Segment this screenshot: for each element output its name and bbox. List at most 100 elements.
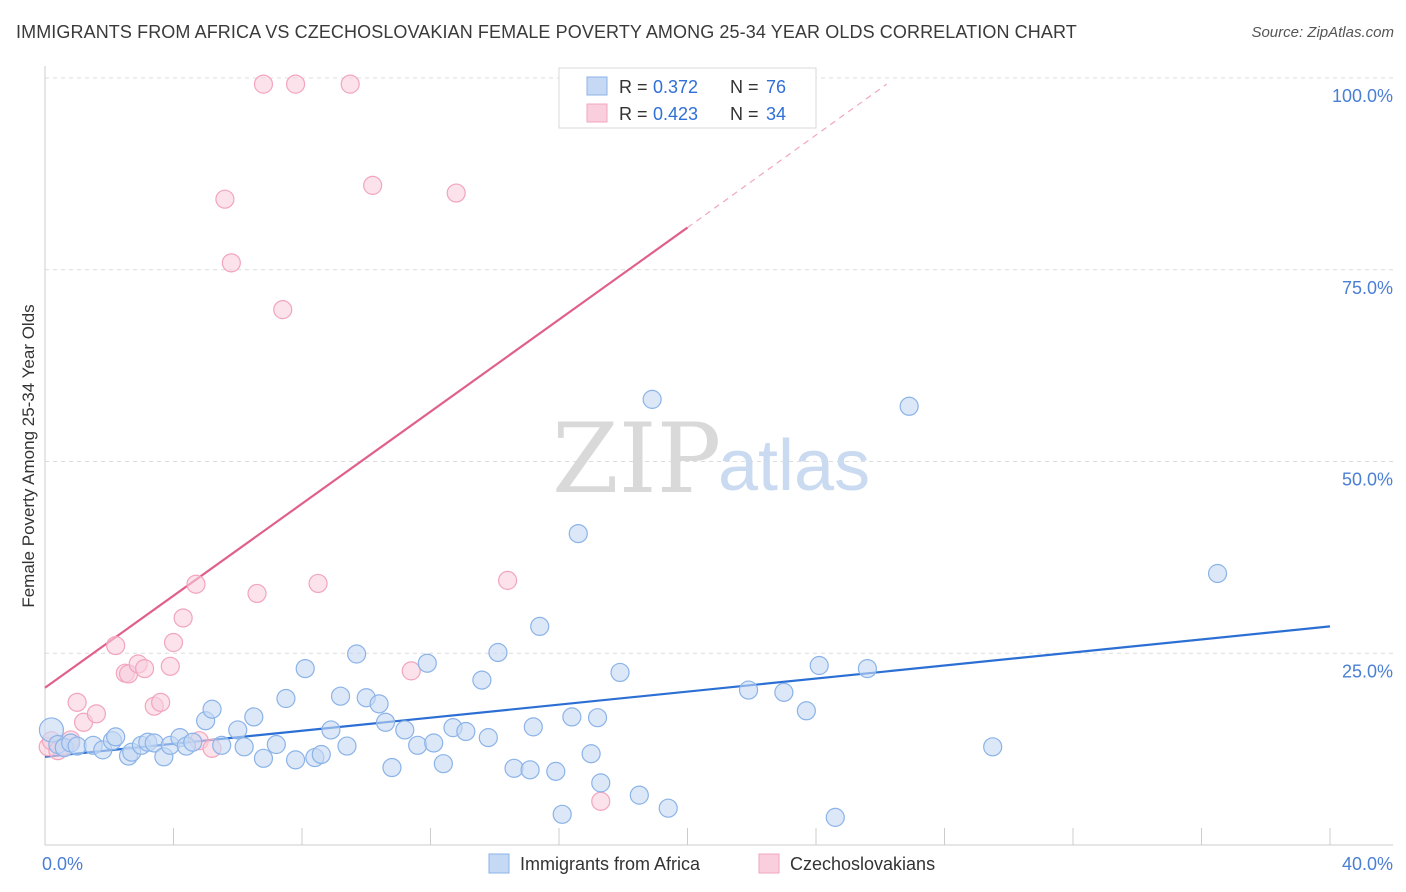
trend-line-czech xyxy=(44,226,689,689)
africa-point-47 xyxy=(472,670,492,690)
africa-point-66 xyxy=(774,682,794,702)
africa-point-39 xyxy=(382,757,402,778)
czech-point-5 xyxy=(67,692,87,712)
czech-point-16 xyxy=(163,632,184,653)
africa-point-26 xyxy=(266,734,286,755)
africa-point-70 xyxy=(857,658,878,679)
africa-point-64 xyxy=(658,798,678,818)
chart-title: IMMIGRANTS FROM AFRICA VS CZECHOSLOVAKIA… xyxy=(16,22,1077,42)
czech-point-33 xyxy=(591,791,611,811)
stats-n-value-africa: 76 xyxy=(766,77,786,97)
africa-point-43 xyxy=(424,733,444,753)
y-tick-label-0: 25.0% xyxy=(1342,661,1393,681)
trend-lines xyxy=(44,83,1331,758)
x-tick-labels: 0.0% 40.0% xyxy=(42,854,1393,874)
czech-point-8 xyxy=(106,635,126,656)
africa-point-34 xyxy=(337,736,357,756)
africa-point-59 xyxy=(587,708,608,728)
africa-point-60 xyxy=(591,773,611,793)
legend-label-czech: Czechoslovakians xyxy=(790,854,935,874)
africa-point-32 xyxy=(321,720,341,740)
czech-point-28 xyxy=(340,74,360,94)
czech-point-30 xyxy=(401,661,421,681)
czech-point-17 xyxy=(173,608,193,628)
stats-n-label-africa: N = xyxy=(730,77,759,97)
africa-point-52 xyxy=(523,717,543,737)
stats-r-label-czech: R = xyxy=(619,104,648,124)
stats-n-value-czech: 34 xyxy=(766,104,786,124)
africa-point-41 xyxy=(408,735,428,755)
africa-point-23 xyxy=(234,737,254,757)
stats-legend-box: R = 0.372 N = 76 R = 0.423 N = 34 xyxy=(558,67,817,129)
czech-point-23 xyxy=(247,583,267,604)
africa-point-57 xyxy=(568,523,588,544)
africa-point-56 xyxy=(562,707,582,727)
africa-point-21 xyxy=(212,735,232,755)
czech-point-7 xyxy=(86,704,107,724)
africa-point-25 xyxy=(253,748,274,768)
africa-point-35 xyxy=(347,644,367,664)
y-tick-labels: 25.0% 50.0% 75.0% 100.0% xyxy=(1332,86,1393,681)
africa-point-61 xyxy=(610,662,630,683)
africa-point-48 xyxy=(478,728,498,748)
africa-point-46 xyxy=(456,721,476,742)
africa-point-18 xyxy=(183,732,203,752)
stats-r-label-africa: R = xyxy=(619,77,648,97)
africa-point-55 xyxy=(552,804,572,824)
legend-label-africa: Immigrants from Africa xyxy=(520,854,701,874)
czech-point-18 xyxy=(186,574,206,594)
series-points-czech xyxy=(38,74,611,811)
africa-point-37 xyxy=(369,694,389,714)
africa-point-67 xyxy=(796,701,816,721)
czech-point-12 xyxy=(134,658,155,679)
czech-point-15 xyxy=(160,656,180,676)
africa-point-4 xyxy=(67,736,87,756)
africa-point-29 xyxy=(295,658,315,679)
africa-point-51 xyxy=(520,760,540,780)
africa-point-31 xyxy=(311,744,331,765)
legend-swatch-czech xyxy=(758,853,780,874)
czech-point-14 xyxy=(151,692,171,712)
x-tick-label-1: 40.0% xyxy=(1342,854,1393,874)
africa-point-68 xyxy=(809,655,829,676)
trend-extension-czech xyxy=(687,83,888,229)
czech-point-31 xyxy=(446,183,466,203)
watermark: ZIP atlas xyxy=(552,403,870,515)
y-tick-label-3: 100.0% xyxy=(1332,86,1393,106)
series-legend: Immigrants from Africa Czechoslovakians xyxy=(488,853,935,874)
africa-point-22 xyxy=(228,720,248,740)
africa-point-50 xyxy=(504,758,524,778)
y-axis-title: Female Poverty Among 25-34 Year Olds xyxy=(19,304,38,607)
stats-n-label-czech: N = xyxy=(730,104,759,124)
y-tick-label-1: 50.0% xyxy=(1342,470,1393,490)
legend-swatch-africa xyxy=(488,853,510,874)
africa-point-71 xyxy=(899,396,919,416)
africa-point-73 xyxy=(1207,563,1228,584)
africa-point-49 xyxy=(488,642,508,663)
stats-r-value-africa: 0.372 xyxy=(653,77,698,97)
africa-point-44 xyxy=(433,754,453,774)
series-points-africa xyxy=(38,389,1228,827)
africa-point-8 xyxy=(106,727,126,747)
africa-point-65 xyxy=(738,680,759,700)
stats-r-value-czech: 0.423 xyxy=(653,104,698,124)
czech-point-25 xyxy=(273,300,293,320)
africa-point-20 xyxy=(202,699,222,719)
data-points xyxy=(38,74,1228,827)
africa-point-54 xyxy=(546,761,566,781)
watermark-zip: ZIP xyxy=(552,403,721,515)
africa-point-72 xyxy=(983,737,1003,757)
x-tick-label-0: 0.0% xyxy=(42,854,83,874)
africa-point-38 xyxy=(375,712,396,732)
czech-point-21 xyxy=(215,189,235,209)
africa-point-62 xyxy=(629,785,649,805)
czech-point-32 xyxy=(498,570,518,590)
africa-point-58 xyxy=(581,744,601,764)
y-tick-label-2: 75.0% xyxy=(1342,278,1393,298)
africa-point-63 xyxy=(642,389,662,409)
gridlines xyxy=(45,77,1393,654)
trend-line-africa xyxy=(44,625,1331,758)
africa-point-53 xyxy=(530,616,550,637)
czech-point-26 xyxy=(285,74,306,94)
